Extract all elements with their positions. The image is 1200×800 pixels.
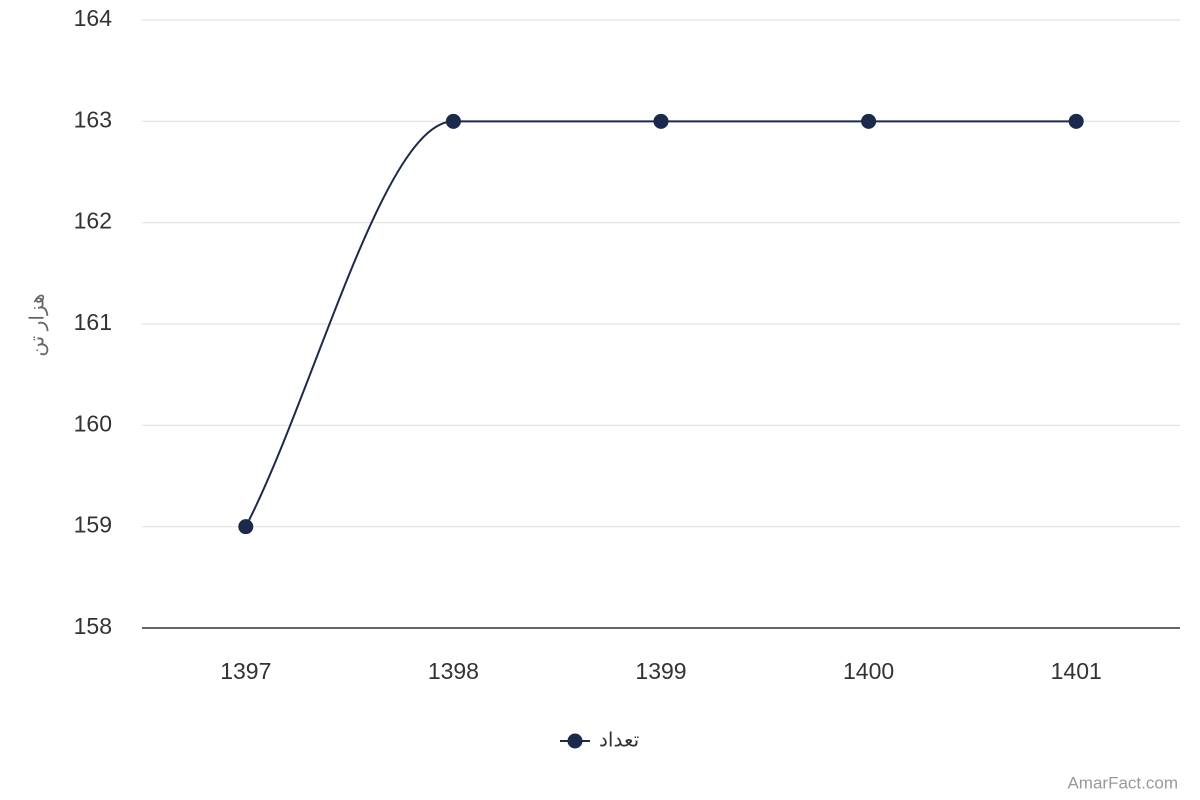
data-point — [861, 113, 877, 129]
y-tick-label: 162 — [74, 208, 112, 234]
data-point — [238, 519, 254, 535]
legend-label[interactable]: تعداد — [599, 729, 639, 751]
data-point — [1068, 113, 1084, 129]
x-tick-label: 1400 — [843, 658, 894, 684]
y-tick-label: 163 — [74, 106, 112, 132]
y-tick-label: 158 — [74, 613, 112, 639]
y-tick-label: 164 — [74, 5, 113, 31]
data-point — [445, 113, 461, 129]
x-tick-label: 1399 — [635, 658, 686, 684]
y-tick-label: 159 — [74, 512, 112, 538]
credit[interactable]: AmarFact.com — [1067, 773, 1178, 792]
y-axis-title: هزار تن — [26, 293, 48, 356]
y-tick-label: 160 — [74, 410, 112, 436]
y-tick-label: 161 — [74, 309, 112, 335]
x-tick-label: 1401 — [1051, 658, 1102, 684]
data-point — [653, 113, 669, 129]
x-tick-label: 1398 — [428, 658, 479, 684]
series-line — [244, 120, 1077, 528]
legend-marker — [567, 733, 583, 749]
x-tick-label: 1397 — [220, 658, 271, 684]
